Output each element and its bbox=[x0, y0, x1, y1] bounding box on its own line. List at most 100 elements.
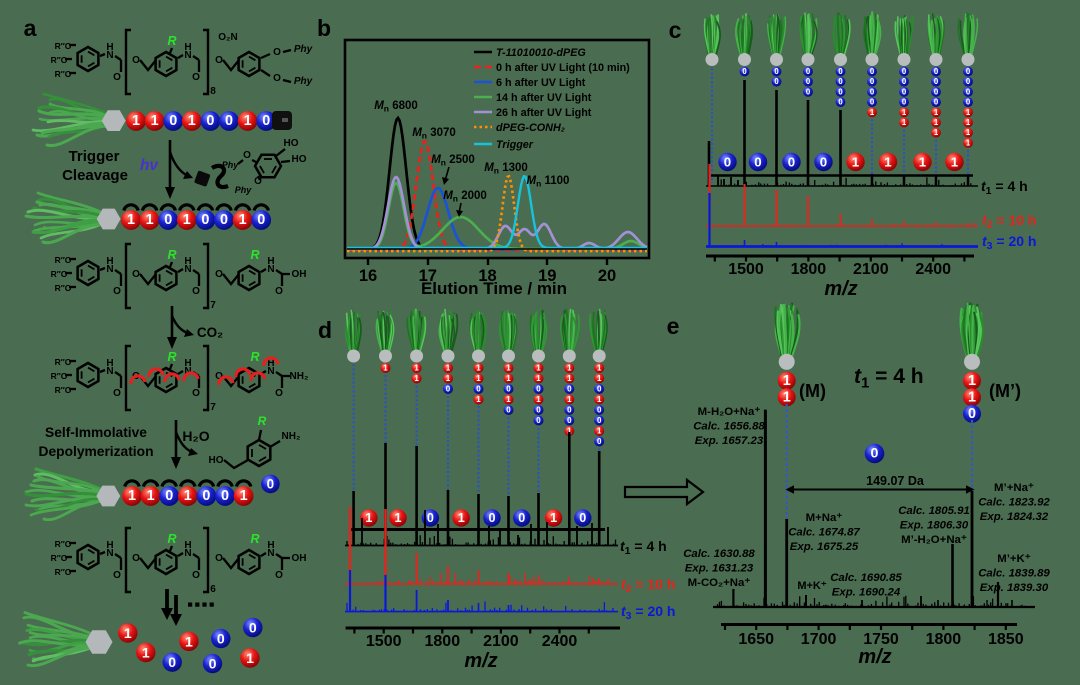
svg-text:Cleavage: Cleavage bbox=[62, 167, 128, 184]
svg-text:O: O bbox=[192, 286, 200, 297]
svg-text:H: H bbox=[106, 358, 113, 369]
svg-text:0: 0 bbox=[870, 87, 875, 96]
svg-text:O: O bbox=[113, 570, 121, 581]
svg-text:Trigger: Trigger bbox=[69, 148, 120, 165]
svg-text:0: 0 bbox=[202, 488, 210, 504]
svg-text:0: 0 bbox=[820, 155, 827, 170]
svg-text:N: N bbox=[106, 366, 113, 377]
svg-text:1: 1 bbox=[870, 108, 875, 117]
svg-text:0: 0 bbox=[902, 67, 907, 76]
svg-text:1: 1 bbox=[244, 113, 252, 129]
svg-text:0: 0 bbox=[201, 212, 209, 228]
svg-text:0: 0 bbox=[262, 113, 270, 129]
svg-text:Trigger: Trigger bbox=[496, 139, 534, 151]
svg-text:R: R bbox=[258, 414, 267, 428]
svg-text:0: 0 bbox=[870, 67, 875, 76]
svg-text:1: 1 bbox=[966, 128, 971, 137]
svg-text:0: 0 bbox=[536, 385, 541, 394]
svg-text:(M): (M) bbox=[799, 381, 826, 401]
svg-text:R″O: R″O bbox=[55, 567, 72, 577]
svg-text:Exp. 1839.30: Exp. 1839.30 bbox=[980, 582, 1049, 594]
svg-text:N: N bbox=[184, 50, 191, 61]
svg-text:0: 0 bbox=[806, 67, 811, 76]
svg-text:16: 16 bbox=[359, 267, 377, 285]
svg-text:Calc. 1630.88: Calc. 1630.88 bbox=[683, 548, 755, 560]
svg-text:1: 1 bbox=[414, 364, 419, 373]
svg-text:Exp. 1657.23: Exp. 1657.23 bbox=[695, 435, 764, 447]
svg-text:Calc. 1839.89: Calc. 1839.89 bbox=[978, 568, 1050, 580]
svg-text:Mn 2000: Mn 2000 bbox=[443, 190, 487, 204]
svg-text:M+Na⁺: M+Na⁺ bbox=[806, 512, 843, 524]
svg-text:b: b bbox=[317, 15, 331, 41]
svg-text:R″O: R″O bbox=[51, 553, 68, 563]
svg-text:Phy: Phy bbox=[222, 160, 240, 170]
svg-text:O: O bbox=[243, 150, 251, 161]
svg-text:R″O: R″O bbox=[55, 539, 72, 549]
svg-text:0: 0 bbox=[536, 406, 541, 415]
svg-text:26 h after UV Light: 26 h after UV Light bbox=[496, 107, 592, 119]
svg-text:1: 1 bbox=[919, 155, 927, 170]
svg-text:1: 1 bbox=[966, 118, 971, 127]
svg-text:1: 1 bbox=[951, 155, 959, 170]
svg-text:1: 1 bbox=[968, 389, 976, 405]
svg-text:2400: 2400 bbox=[915, 261, 951, 278]
svg-text:1: 1 bbox=[567, 395, 572, 404]
svg-text:NH₂: NH₂ bbox=[290, 371, 309, 382]
svg-text:1: 1 bbox=[506, 364, 511, 373]
svg-text:HO: HO bbox=[284, 138, 299, 149]
svg-text:1: 1 bbox=[567, 374, 572, 383]
svg-text:M+K⁺: M+K⁺ bbox=[797, 580, 827, 592]
svg-text:1: 1 bbox=[188, 113, 196, 129]
svg-text:Exp. 1690.24: Exp. 1690.24 bbox=[832, 587, 901, 599]
svg-text:0: 0 bbox=[220, 212, 228, 228]
svg-text:0: 0 bbox=[209, 656, 217, 672]
svg-text:t3 = 20 h: t3 = 20 h bbox=[982, 233, 1036, 252]
svg-text:O: O bbox=[192, 570, 200, 581]
svg-text:1: 1 bbox=[183, 212, 191, 228]
svg-text:O: O bbox=[132, 55, 140, 66]
svg-text:0: 0 bbox=[871, 446, 879, 462]
svg-text:Calc. 1805.91: Calc. 1805.91 bbox=[898, 505, 970, 517]
svg-text:M’+Na⁺: M’+Na⁺ bbox=[994, 482, 1034, 494]
svg-text:0: 0 bbox=[902, 87, 907, 96]
svg-text:OH: OH bbox=[292, 553, 307, 564]
svg-text:Mn 2500: Mn 2500 bbox=[431, 154, 475, 168]
svg-text:Depolymerization: Depolymerization bbox=[39, 444, 154, 459]
svg-text:0: 0 bbox=[742, 67, 747, 76]
svg-text:R″O: R″O bbox=[51, 371, 68, 381]
svg-text:H: H bbox=[184, 540, 191, 551]
svg-text:R: R bbox=[167, 532, 176, 546]
svg-text:1: 1 bbox=[536, 395, 541, 404]
svg-text:t1 = 4 h: t1 = 4 h bbox=[981, 178, 1028, 197]
svg-text:H: H bbox=[267, 256, 274, 267]
svg-text:1: 1 bbox=[783, 373, 791, 389]
svg-text:Calc. 1656.88: Calc. 1656.88 bbox=[693, 421, 765, 433]
svg-text:T-11010010-dPEG: T-11010010-dPEG bbox=[496, 47, 586, 59]
svg-text:1: 1 bbox=[414, 374, 419, 383]
svg-text:N: N bbox=[267, 548, 274, 559]
svg-text:t1 = 4 h: t1 = 4 h bbox=[620, 538, 667, 557]
svg-text:Phy: Phy bbox=[294, 44, 313, 55]
svg-text:0: 0 bbox=[597, 406, 602, 415]
svg-text:d: d bbox=[318, 317, 332, 343]
svg-text:0: 0 bbox=[934, 98, 939, 107]
svg-text:1500: 1500 bbox=[728, 261, 764, 278]
svg-text:M’+K⁺: M’+K⁺ bbox=[997, 553, 1031, 565]
svg-text:1: 1 bbox=[394, 511, 401, 525]
svg-text:1: 1 bbox=[536, 364, 541, 373]
svg-text:O: O bbox=[215, 553, 223, 564]
svg-text:0: 0 bbox=[788, 155, 795, 170]
svg-text:O: O bbox=[132, 553, 140, 564]
svg-text:0: 0 bbox=[488, 511, 495, 525]
svg-text:0: 0 bbox=[774, 67, 779, 76]
svg-text:1: 1 bbox=[567, 364, 572, 373]
svg-text:0: 0 bbox=[446, 385, 451, 394]
svg-text:H: H bbox=[184, 42, 191, 53]
svg-text:1800: 1800 bbox=[926, 631, 962, 648]
svg-text:m/z: m/z bbox=[858, 646, 891, 668]
svg-text:0: 0 bbox=[934, 77, 939, 86]
svg-text:0: 0 bbox=[249, 620, 257, 636]
svg-text:Exp. 1675.25: Exp. 1675.25 bbox=[790, 541, 859, 553]
svg-text:N: N bbox=[184, 548, 191, 559]
svg-text:0: 0 bbox=[597, 385, 602, 394]
